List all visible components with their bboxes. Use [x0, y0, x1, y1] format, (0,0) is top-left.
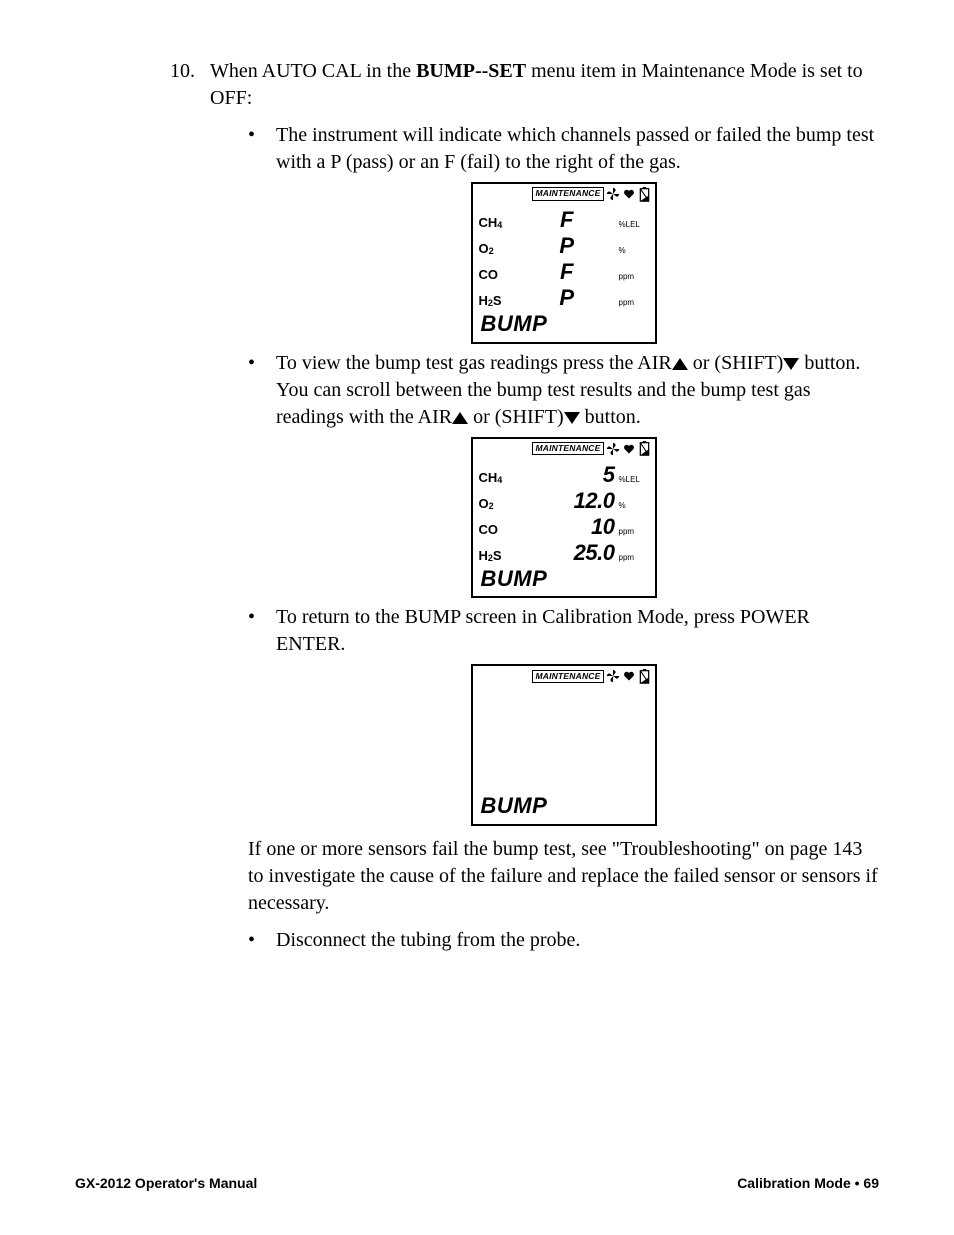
maintenance-label: MAINTENANCE [532, 187, 603, 200]
bullet-mark: • [248, 927, 258, 954]
gas-unit: ppm [617, 553, 649, 564]
gas-label: O2 [479, 240, 519, 258]
bullet-item: • The instrument will indicate which cha… [248, 122, 879, 176]
screen-header: MAINTENANCE [473, 666, 655, 685]
bullet-text: Disconnect the tubing from the probe. [276, 927, 879, 954]
bullet-text: To view the bump test gas readings press… [276, 350, 879, 431]
battery-icon [638, 669, 652, 683]
device-screen-values: MAINTENANCE CH4 5 %LEL O2 12.0 [471, 437, 657, 599]
gas-label: O2 [479, 495, 519, 513]
bump-set-bold: BUMP--SET [416, 60, 526, 82]
gas-row: O2 12.0 % [479, 486, 649, 512]
fan-icon [606, 442, 620, 456]
bullet-text: The instrument will indicate which chann… [276, 122, 879, 176]
gas-unit: %LEL [617, 475, 649, 486]
gas-value: 25.0 [519, 538, 617, 568]
page-footer: GX-2012 Operator's Manual Calibration Mo… [75, 1175, 879, 1191]
gas-label: H2S [479, 292, 519, 310]
list-number: 10. [170, 58, 200, 954]
gas-label: CH4 [479, 469, 519, 487]
maintenance-label: MAINTENANCE [532, 670, 603, 683]
footer-left: GX-2012 Operator's Manual [75, 1175, 257, 1191]
gas-row: CH4 F %LEL [479, 205, 649, 231]
footer-right: Calibration Mode • 69 [737, 1175, 879, 1191]
text: When AUTO CAL in the [210, 60, 416, 82]
screen-rows: CH4 5 %LEL O2 12.0 % CO 10 ppm [473, 458, 655, 564]
bullet-text: To return to the BUMP screen in Calibrat… [276, 604, 879, 658]
gas-unit: %LEL [617, 220, 649, 231]
triangle-up-icon [452, 412, 468, 424]
maintenance-label: MAINTENANCE [532, 442, 603, 455]
gas-row: O2 P % [479, 231, 649, 257]
triangle-down-icon [783, 358, 799, 370]
bullet-mark: • [248, 604, 258, 658]
bullet-list: • Disconnect the tubing from the probe. [248, 927, 879, 954]
screen-footer: BUMP [473, 309, 655, 342]
gas-row: H2S P ppm [479, 283, 649, 309]
gas-unit: % [617, 501, 649, 512]
paragraph-troubleshooting: If one or more sensors fail the bump tes… [248, 836, 879, 917]
gas-row: CO F ppm [479, 257, 649, 283]
screen-header: MAINTENANCE [473, 184, 655, 203]
gas-label: H2S [479, 547, 519, 565]
fan-icon [606, 187, 620, 201]
bullet-list: • The instrument will indicate which cha… [248, 122, 879, 826]
heart-icon [622, 442, 636, 456]
bullet-mark: • [248, 350, 258, 431]
heart-icon [622, 187, 636, 201]
fan-icon [606, 669, 620, 683]
gas-row: CH4 5 %LEL [479, 460, 649, 486]
triangle-down-icon [564, 412, 580, 424]
gas-unit: % [617, 246, 649, 257]
battery-icon [638, 187, 652, 201]
screen-rows-empty [473, 685, 655, 791]
gas-label: CH4 [479, 214, 519, 232]
screen-rows: CH4 F %LEL O2 P % CO F ppm [473, 203, 655, 309]
bullet-item: • To return to the BUMP screen in Calibr… [248, 604, 879, 658]
screen-header: MAINTENANCE [473, 439, 655, 458]
battery-icon [638, 442, 652, 456]
bullet-mark: • [248, 122, 258, 176]
triangle-up-icon [672, 358, 688, 370]
gas-row: H2S 25.0 ppm [479, 538, 649, 564]
heart-icon [622, 669, 636, 683]
gas-unit: ppm [617, 527, 649, 538]
bullet-item: • Disconnect the tubing from the probe. [248, 927, 879, 954]
bullet-item: • To view the bump test gas readings pre… [248, 350, 879, 431]
screen-footer: BUMP [473, 564, 655, 597]
device-screen-empty: MAINTENANCE BUMP [471, 664, 657, 826]
gas-unit: ppm [617, 272, 649, 283]
page-content: 10. When AUTO CAL in the BUMP--SET menu … [170, 58, 879, 954]
screen-footer: BUMP [473, 791, 655, 824]
ordered-item-10: 10. When AUTO CAL in the BUMP--SET menu … [170, 58, 879, 954]
gas-row: CO 10 ppm [479, 512, 649, 538]
device-screen-pf: MAINTENANCE CH4 F %LEL O2 P [471, 182, 657, 344]
gas-label: CO [479, 521, 519, 539]
gas-label: CO [479, 266, 519, 284]
list-body: When AUTO CAL in the BUMP--SET menu item… [210, 58, 879, 954]
gas-unit: ppm [617, 298, 649, 309]
